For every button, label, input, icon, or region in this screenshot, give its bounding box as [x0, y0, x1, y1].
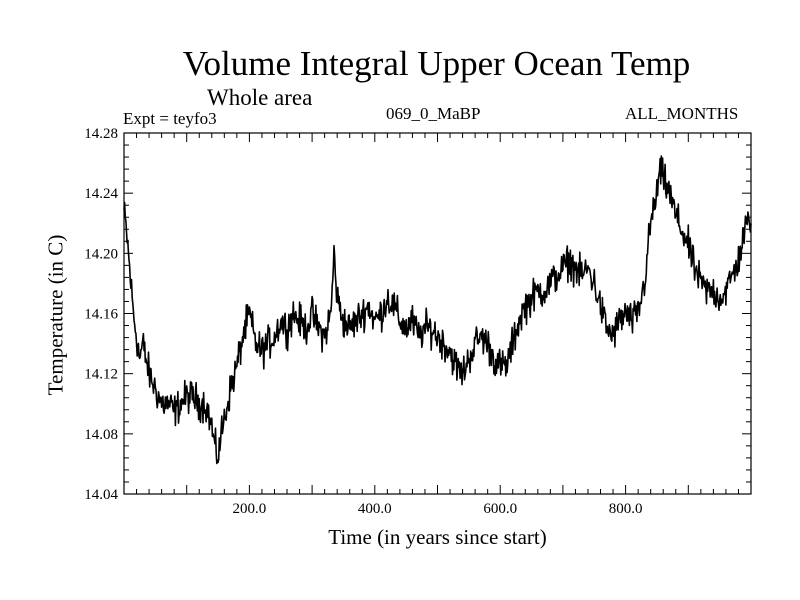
x-tick-label: 800.0 — [609, 501, 643, 517]
y-tick-label: 14.08 — [84, 427, 118, 443]
x-tick-label: 600.0 — [483, 501, 517, 517]
series-line — [123, 155, 752, 465]
x-tick-label: 400.0 — [358, 501, 392, 517]
y-tick-label: 14.12 — [84, 367, 118, 383]
series-layer — [123, 155, 752, 465]
chart-title: Volume Integral Upper Ocean Temp — [182, 44, 691, 83]
tick-labels: 200.0 400.0 600.0 800.0 14.04 14.08 14.12 14.16… — [84, 126, 642, 517]
months-label: ALL_MONTHS — [625, 104, 739, 123]
y-tick-label: 14.20 — [84, 246, 118, 262]
chart-subtitle: Whole area — [207, 85, 313, 110]
y-tick-label: 14.16 — [84, 307, 118, 323]
x-tick-label: 200.0 — [233, 501, 267, 517]
y-tick-label: 14.24 — [84, 186, 118, 202]
run-label: 069_0_MaBP — [386, 104, 481, 123]
tick-marks — [124, 133, 751, 494]
experiment-label: Expt = teyfo3 — [123, 109, 217, 128]
x-axis-label: Time (in years since start) — [328, 525, 547, 549]
y-tick-label: 14.28 — [84, 126, 118, 142]
y-tick-label: 14.04 — [84, 487, 118, 503]
